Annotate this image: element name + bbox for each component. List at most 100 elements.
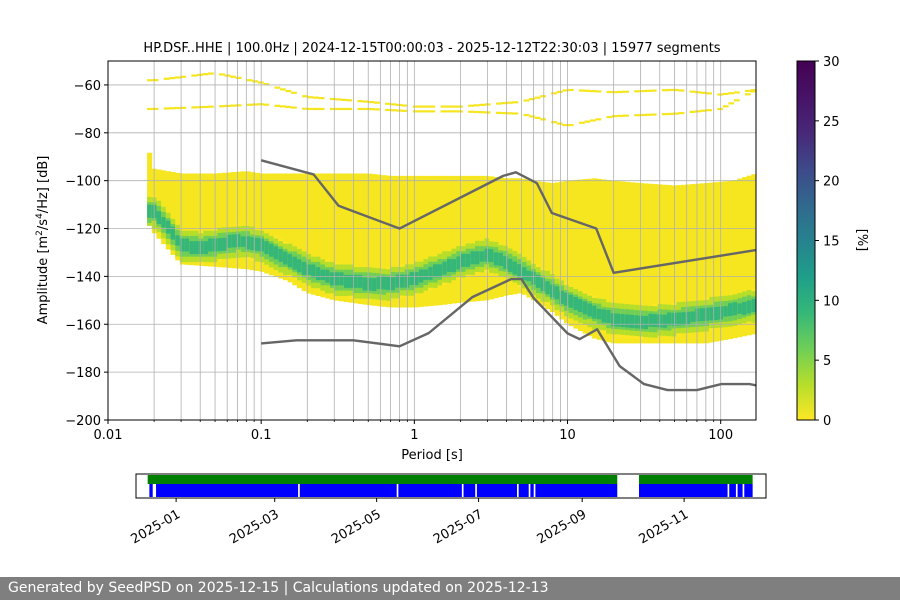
density-cell (339, 290, 345, 294)
density-cell (652, 316, 659, 320)
density-cell (629, 307, 635, 310)
density-cell (517, 264, 523, 267)
density-cell (423, 259, 429, 262)
y-tick-label: −180 (65, 366, 101, 381)
density-cell (741, 299, 748, 303)
density-cell (667, 304, 673, 308)
density-cell (278, 241, 284, 244)
density-cell (503, 245, 509, 249)
density-cell (535, 285, 541, 289)
density-cell (582, 301, 588, 305)
density-cell (704, 310, 710, 314)
density-cell (615, 326, 621, 330)
sparse-density-cell (318, 97, 325, 100)
density-cell (695, 303, 701, 307)
density-cell (343, 280, 349, 283)
density-cell (470, 248, 476, 252)
density-cell (681, 301, 687, 305)
density-cell (278, 269, 284, 273)
density-cell (479, 266, 485, 270)
density-cell (381, 271, 387, 275)
density-cell (376, 283, 382, 287)
density-cell (236, 223, 242, 227)
density-cell (629, 330, 635, 334)
density-cell (596, 314, 602, 317)
density-column (512, 178, 518, 295)
density-cell (526, 262, 532, 266)
density-cell (385, 290, 392, 293)
density-cell (250, 255, 256, 259)
density-cell (311, 264, 317, 268)
density-cell (460, 253, 466, 257)
density-cell (676, 307, 682, 311)
sparse-density-cell (446, 105, 452, 108)
density-cell (559, 309, 565, 312)
density-cell (681, 327, 687, 331)
density-cell (353, 269, 359, 273)
density-cell (559, 296, 565, 299)
density-cell (371, 275, 378, 279)
density-column (592, 178, 598, 339)
density-cell (179, 251, 185, 255)
density-cell (170, 224, 176, 227)
density-cell (695, 326, 701, 330)
density-cell (545, 278, 551, 282)
density-cell (751, 309, 756, 313)
density-cell (573, 294, 579, 298)
density-cell (245, 236, 251, 240)
density-column (582, 179, 588, 334)
density-cell (751, 296, 756, 300)
density-cell (254, 250, 260, 254)
density-cell (147, 217, 153, 221)
density-cell (699, 323, 705, 327)
density-cell (648, 324, 654, 328)
density-cell (648, 308, 654, 312)
density-cell (193, 246, 200, 250)
density-cell (250, 234, 256, 238)
density-cell (357, 285, 363, 289)
density-cell (615, 305, 621, 309)
density-cell (165, 225, 171, 229)
colorbar-tick-label: 15 (823, 235, 840, 250)
density-cell (250, 229, 256, 233)
density-cell (662, 319, 668, 323)
density-cell (442, 272, 448, 275)
density-cell (179, 256, 185, 260)
density-cell (657, 311, 663, 315)
sparse-density-cell (589, 90, 596, 93)
density-cell (727, 305, 733, 309)
density-cell (301, 269, 307, 273)
density-cell (456, 248, 462, 252)
density-cell (156, 218, 162, 222)
density-cell (236, 236, 242, 240)
density-cell (456, 246, 462, 249)
density-cell (709, 328, 715, 332)
density-cell (189, 235, 195, 239)
density-cell (292, 259, 298, 263)
density-cell (226, 247, 232, 251)
density-cell (329, 272, 335, 276)
density-cell (484, 269, 490, 273)
density-cell (315, 264, 321, 268)
density-cell (348, 264, 354, 268)
density-cell (268, 238, 274, 242)
y-axis-label-part: Amplitude [m (36, 236, 51, 325)
density-cell (193, 233, 200, 237)
x-axis-label: Period [s] (401, 448, 463, 463)
density-cell (437, 261, 443, 265)
density-cell (203, 251, 209, 255)
sparse-density-cell (207, 72, 214, 75)
density-cell (222, 248, 228, 252)
density-cell (517, 269, 523, 273)
density-cell (479, 256, 485, 260)
density-cell (240, 228, 246, 232)
density-cell (489, 262, 495, 266)
density-cell (690, 329, 696, 333)
density-cell (428, 256, 434, 260)
density-cell (273, 254, 279, 257)
density-cell (409, 292, 415, 296)
density-cell (306, 254, 312, 257)
density-cell (465, 243, 471, 247)
density-cell (395, 290, 401, 294)
density-column (446, 175, 452, 305)
